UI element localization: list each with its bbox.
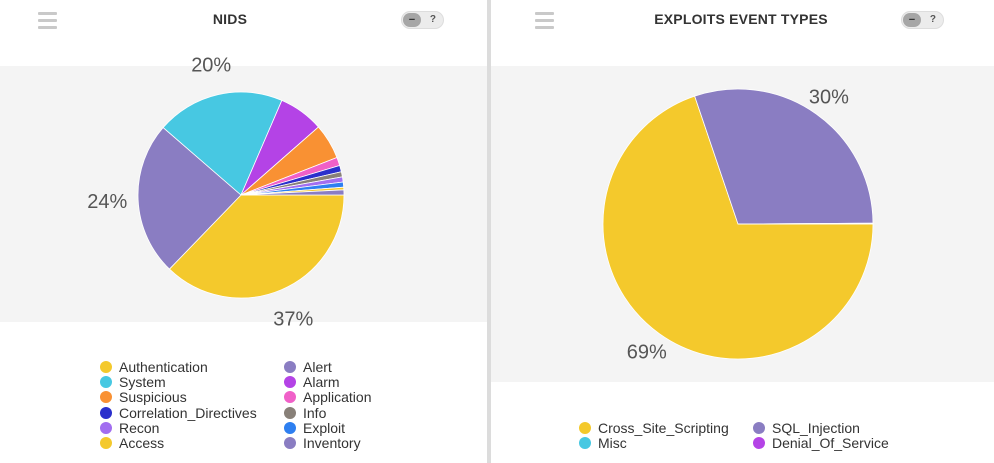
panel-divider xyxy=(487,0,491,463)
pie-slice-authentication[interactable] xyxy=(168,194,345,299)
legend-swatch xyxy=(284,421,296,434)
legend-swatch xyxy=(100,391,112,404)
legend-item-exploit[interactable]: Exploit xyxy=(284,419,346,436)
legend-swatch xyxy=(753,437,765,450)
legend-item-correlation-directives[interactable]: Correlation_Directives xyxy=(100,404,257,421)
data-label-sql-injection: 30% xyxy=(809,86,849,108)
legend-label: Misc xyxy=(598,435,627,452)
panel-title: NIDS xyxy=(212,11,248,27)
help-button[interactable]: ? xyxy=(429,14,436,25)
legend-label: Inventory xyxy=(303,435,361,451)
legend-item-denial-of-service[interactable]: Denial_Of_Service xyxy=(753,436,889,451)
legend-label: Info xyxy=(303,404,327,421)
legend-item-alarm[interactable]: Alarm xyxy=(284,375,340,390)
menu-icon[interactable] xyxy=(535,12,554,29)
pie-slice-cross-site-scripting[interactable] xyxy=(602,95,874,360)
legend-label: Authentication xyxy=(119,359,208,375)
legend-item-system[interactable]: System xyxy=(100,375,166,390)
legend-label: Alarm xyxy=(303,374,340,391)
legend-item-authentication[interactable]: Authentication xyxy=(100,360,208,375)
legend-item-info[interactable]: Info xyxy=(284,404,327,421)
pie-slice-inventory[interactable] xyxy=(240,189,345,196)
legend-swatch xyxy=(100,437,112,449)
legend-swatch xyxy=(284,361,296,373)
legend-swatch xyxy=(579,437,591,450)
legend-label: SQL_Injection xyxy=(772,420,860,436)
legend-swatch xyxy=(284,376,296,389)
legend-item-recon[interactable]: Recon xyxy=(100,419,160,436)
legend-label: Recon xyxy=(119,419,160,436)
legend-label: Denial_Of_Service xyxy=(772,435,889,452)
panel-title: EXPLOITS EVENT TYPES xyxy=(654,11,828,27)
pie-slice-system[interactable] xyxy=(162,91,283,196)
legend-swatch xyxy=(100,406,112,419)
legend-swatch xyxy=(579,422,591,434)
legend-item-access[interactable]: Access xyxy=(100,436,164,451)
collapse-button[interactable]: − xyxy=(403,13,421,27)
legend-swatch xyxy=(100,376,112,389)
legend-item-suspicious[interactable]: Suspicious xyxy=(100,390,187,405)
legend-label: Cross_Site_Scripting xyxy=(598,420,729,436)
legend-label: System xyxy=(119,374,166,391)
legend-item-inventory[interactable]: Inventory xyxy=(284,436,361,451)
legend-swatch xyxy=(284,437,296,449)
legend-item-alert[interactable]: Alert xyxy=(284,360,332,375)
data-label-authentication: 37% xyxy=(273,308,313,330)
legend-label: Exploit xyxy=(303,419,346,436)
legend-item-misc[interactable]: Misc xyxy=(579,436,627,451)
legend-item-cross-site-scripting[interactable]: Cross_Site_Scripting xyxy=(579,421,729,436)
pie-slice-sql-injection[interactable] xyxy=(694,88,874,225)
legend-swatch xyxy=(100,361,112,373)
legend-label: Alert xyxy=(303,359,332,375)
legend-swatch xyxy=(753,422,765,434)
help-button[interactable]: ? xyxy=(929,14,936,25)
legend-item-sql-injection[interactable]: SQL_Injection xyxy=(753,421,860,436)
pie-chart: 37% 24% 20% xyxy=(87,54,345,330)
nids-panel: NIDS − ? 37% 24% 20% Authentication System S… xyxy=(0,0,487,463)
legend-item-application[interactable]: Application xyxy=(284,390,372,405)
pie-chart: 69% 30% xyxy=(602,86,874,363)
panel-toggle: − ? xyxy=(401,11,444,29)
legend-label: Suspicious xyxy=(119,389,187,406)
legend-swatch xyxy=(100,421,112,434)
panel-toggle: − ? xyxy=(901,11,944,29)
pie-slice-alert[interactable] xyxy=(137,126,242,270)
legend-swatch xyxy=(284,391,296,404)
legend-swatch xyxy=(284,406,296,419)
exploits-event-types-panel: EXPLOITS EVENT TYPES − ? 69% 30% Cross_Si… xyxy=(491,0,994,463)
data-label-alert: 24% xyxy=(87,191,127,213)
legend-label: Application xyxy=(303,389,372,406)
collapse-button[interactable]: − xyxy=(903,13,921,27)
data-label-cross-site-scripting: 69% xyxy=(627,341,667,363)
data-label-system: 20% xyxy=(191,54,231,76)
legend-label: Access xyxy=(119,435,165,451)
legend-label: Correlation_Directives xyxy=(119,404,257,421)
menu-icon[interactable] xyxy=(38,12,57,29)
